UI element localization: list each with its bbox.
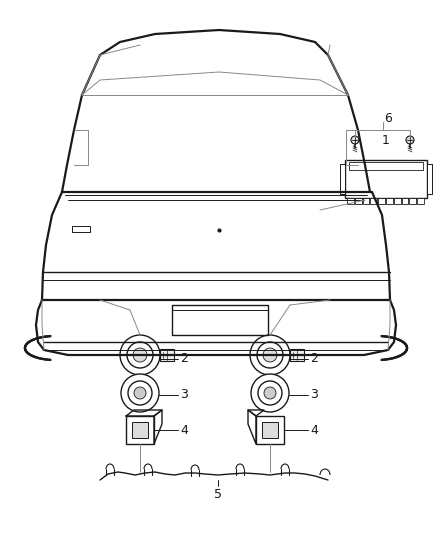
Circle shape: [121, 374, 159, 412]
Bar: [355, 198, 362, 204]
Bar: [160, 349, 174, 361]
Circle shape: [258, 381, 282, 405]
Bar: [345, 160, 427, 198]
Text: 5: 5: [214, 488, 222, 500]
Text: 2: 2: [180, 352, 188, 366]
Bar: [386, 198, 393, 204]
Circle shape: [251, 374, 289, 412]
Bar: [132, 422, 148, 438]
Circle shape: [257, 342, 283, 368]
Circle shape: [134, 387, 146, 399]
Text: 1: 1: [382, 134, 390, 148]
Circle shape: [133, 348, 147, 362]
Bar: [371, 198, 377, 204]
Text: 4: 4: [180, 424, 188, 437]
Circle shape: [264, 387, 276, 399]
Circle shape: [120, 335, 160, 375]
Bar: [394, 198, 401, 204]
Bar: [417, 198, 424, 204]
Text: 6: 6: [385, 111, 392, 125]
Circle shape: [351, 136, 359, 144]
Bar: [340, 164, 345, 194]
Circle shape: [127, 342, 153, 368]
Text: 3: 3: [180, 389, 188, 401]
Bar: [427, 164, 432, 194]
Bar: [72, 226, 90, 232]
Circle shape: [406, 136, 414, 144]
Text: 3: 3: [310, 389, 318, 401]
Bar: [290, 349, 304, 361]
Bar: [349, 162, 423, 170]
Bar: [256, 416, 284, 444]
Bar: [262, 422, 278, 438]
Circle shape: [250, 335, 290, 375]
Circle shape: [263, 348, 277, 362]
Bar: [347, 198, 354, 204]
Bar: [410, 198, 416, 204]
Bar: [402, 198, 408, 204]
Text: 4: 4: [310, 424, 318, 437]
Bar: [378, 198, 385, 204]
Bar: [126, 416, 154, 444]
Bar: [363, 198, 369, 204]
Circle shape: [128, 381, 152, 405]
Text: 2: 2: [310, 352, 318, 366]
